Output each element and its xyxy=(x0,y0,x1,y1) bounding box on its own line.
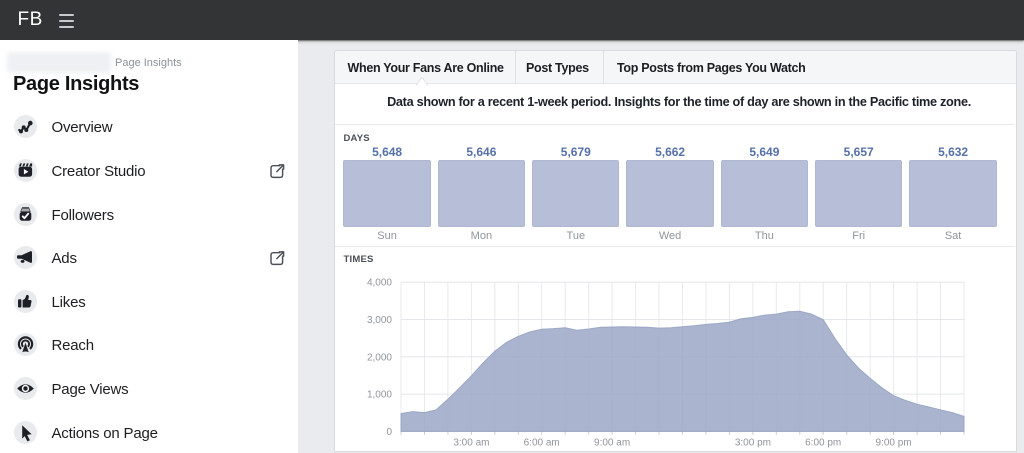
svg-text:1,000: 1,000 xyxy=(367,390,392,401)
svg-text:3,000: 3,000 xyxy=(367,315,392,326)
svg-text:4,000: 4,000 xyxy=(367,278,392,289)
svg-text:3:00 am: 3:00 am xyxy=(453,438,489,449)
svg-text:9:00 am: 9:00 am xyxy=(594,438,630,449)
svg-text:2,000: 2,000 xyxy=(367,352,392,363)
svg-text:9:00 pm: 9:00 pm xyxy=(876,438,912,449)
svg-text:3:00 pm: 3:00 pm xyxy=(735,438,771,449)
svg-text:0: 0 xyxy=(386,427,392,438)
svg-text:6:00 pm: 6:00 pm xyxy=(805,438,841,449)
svg-text:6:00 am: 6:00 am xyxy=(524,438,560,449)
